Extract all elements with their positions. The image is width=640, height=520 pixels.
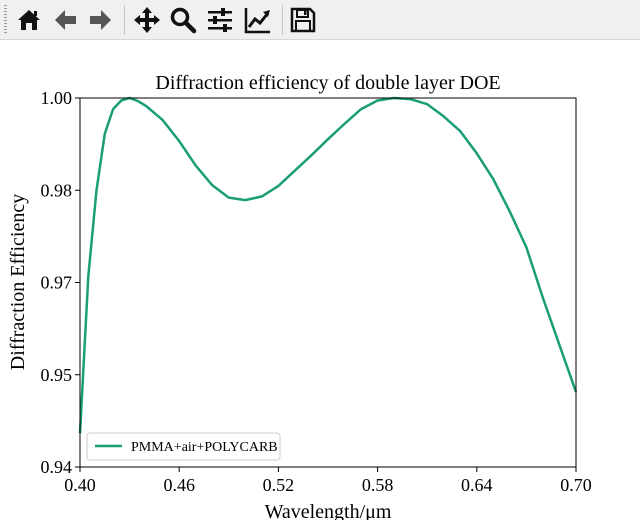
x-tick-label: 0.58 [362,475,394,495]
pan-move-icon [134,7,160,33]
back-button[interactable] [50,4,80,36]
x-tick-label: 0.52 [263,475,295,495]
x-tick-label: 0.46 [163,475,195,495]
x-axis: 0.40 0.46 0.52 0.58 0.64 0.70 [64,467,592,495]
y-axis: 0.94 0.95 0.97 0.98 1.00 [41,88,80,477]
legend-entry-label: PMMA+air+POLYCARB [131,440,278,455]
toolbar-separator [282,5,283,35]
x-tick-label: 0.40 [64,475,96,495]
forward-button[interactable] [86,4,116,36]
edit-axis-curve-icon [244,8,270,34]
pan-button[interactable] [132,4,162,36]
y-tick-label: 0.98 [41,180,73,200]
edit-axis-button[interactable] [243,4,273,36]
x-tick-label: 0.64 [461,475,493,495]
home-icon [18,10,40,30]
series-line-0 [78,96,578,434]
figure-canvas: Diffraction efficiency of double layer D… [7,72,592,520]
configure-subplots-button[interactable] [205,4,235,36]
configure-subplots-icon [208,8,232,32]
toolbar-grip[interactable] [4,5,7,35]
plot-area [78,96,578,434]
save-button[interactable] [288,4,318,36]
chart-title: Diffraction efficiency of double layer D… [155,72,500,94]
x-axis-label: Wavelength/μm [265,501,392,520]
y-axis-label: Diffraction Efficiency [7,194,29,370]
zoom-magnifier-icon [170,7,197,34]
zoom-button[interactable] [168,4,198,36]
home-button[interactable] [14,4,44,36]
toolbar-separator [124,5,125,35]
y-tick-label: 0.95 [41,365,73,385]
forward-arrow-icon [90,10,111,30]
axes-frame [79,97,577,468]
y-tick-label: 1.00 [41,88,73,108]
back-arrow-icon [55,10,76,30]
save-floppy-icon [290,7,316,33]
x-tick-label: 0.70 [560,475,592,495]
legend-box [86,432,281,461]
y-tick-label: 0.94 [41,457,73,477]
y-tick-label: 0.97 [41,273,73,293]
navigation-toolbar [0,0,640,40]
legend: PMMA+air+POLYCARB [86,432,281,461]
